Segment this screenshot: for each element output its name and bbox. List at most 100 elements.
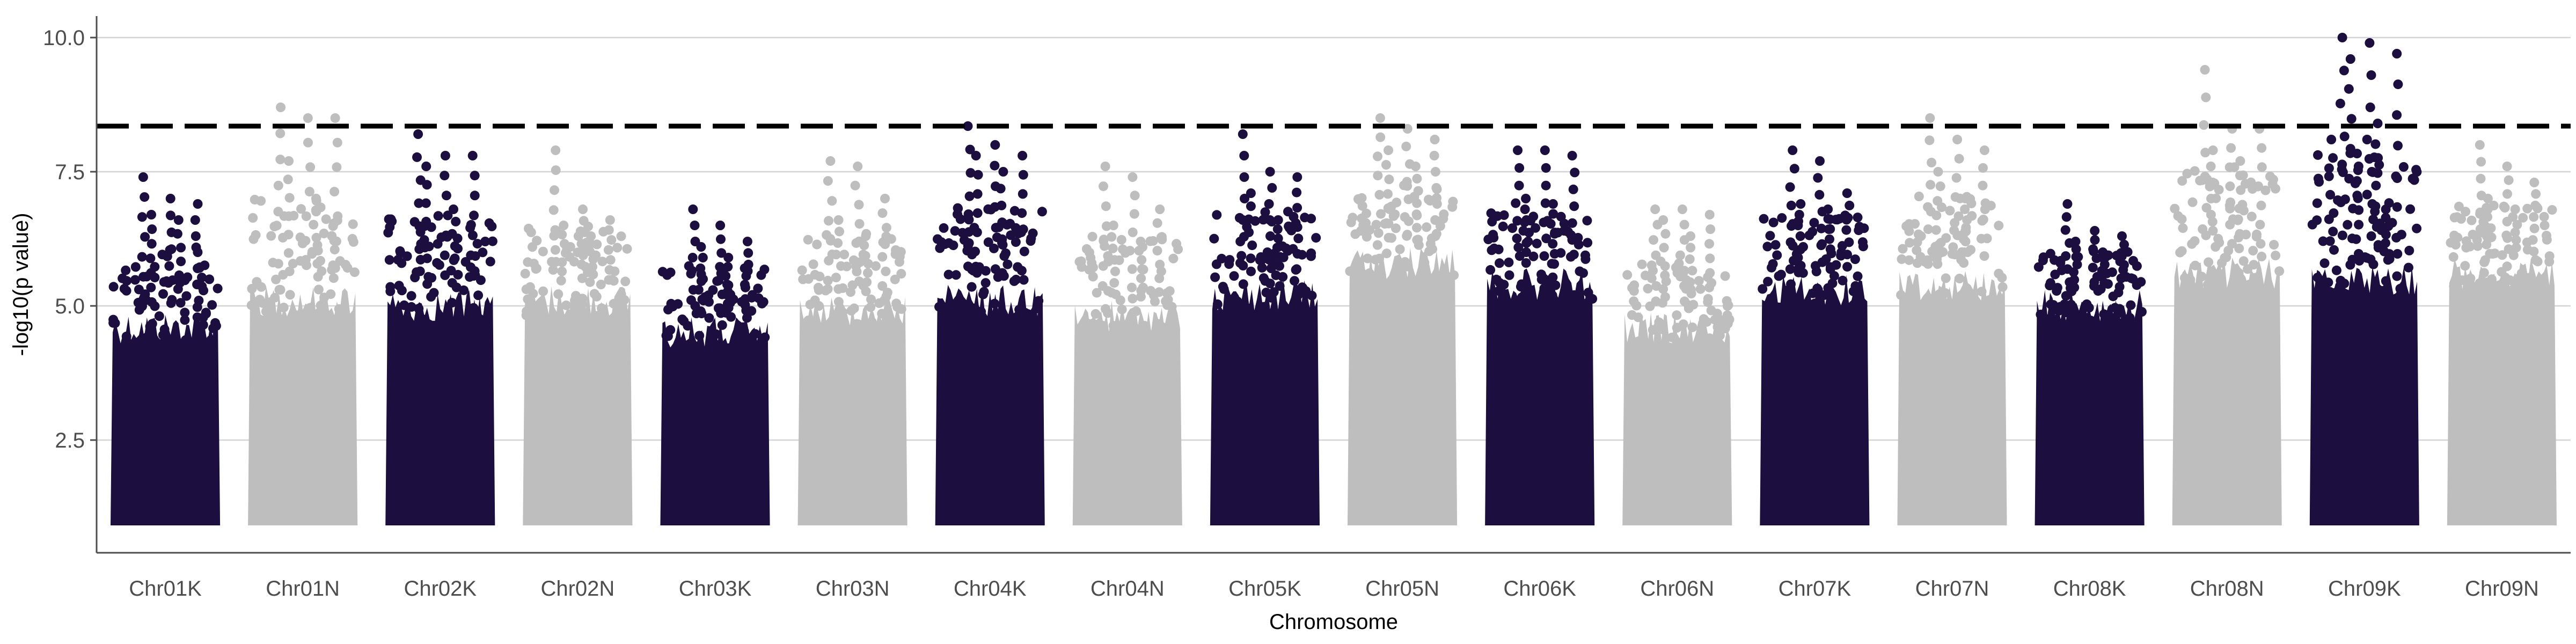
snp-point: [861, 286, 871, 296]
snp-point: [1559, 218, 1569, 229]
snp-point: [529, 259, 539, 269]
snp-point: [2472, 241, 2483, 251]
snp-peak-point: [723, 253, 734, 262]
snp-point: [747, 348, 757, 358]
snp-point: [2233, 214, 2243, 224]
snp-peak-point: [2475, 140, 2485, 150]
snp-point: [1712, 309, 1722, 319]
snp-point: [2325, 287, 2335, 297]
snp-point: [1111, 289, 1121, 299]
snp-peak-point: [2381, 204, 2391, 214]
snp-point: [2476, 157, 2486, 167]
snp-point: [870, 261, 881, 271]
snp-point: [1239, 172, 1249, 182]
snp-peak-point: [998, 167, 1008, 177]
snp-point: [1702, 317, 1712, 327]
snp-point: [1125, 246, 1135, 256]
snp-point: [1905, 238, 1915, 248]
snp-point: [1825, 214, 1835, 224]
snp-peak-point: [688, 204, 698, 214]
x-tick-label-Chr08N: Chr08N: [2190, 577, 2264, 601]
snp-point: [2069, 267, 2079, 277]
snp-point: [468, 310, 478, 320]
chromosome-Chr05K: [1209, 129, 1321, 525]
x-axis-title: Chromosome: [1269, 610, 1398, 634]
snp-point: [2510, 227, 2520, 237]
snp-point: [397, 258, 407, 268]
chromosome-Chr01K: [108, 172, 223, 525]
snp-point: [972, 208, 983, 218]
snp-point: [1972, 301, 1982, 311]
snp-point: [2190, 236, 2200, 246]
snp-point: [997, 217, 1007, 228]
snp-point: [1960, 204, 1970, 214]
x-tick-label-Chr02K: Chr02K: [404, 577, 477, 601]
snp-point: [668, 302, 678, 312]
snp-point: [1536, 269, 1546, 280]
snp-point: [305, 162, 316, 172]
snp-point: [579, 216, 589, 226]
snp-point: [1243, 214, 1254, 224]
snp-point: [2312, 198, 2322, 208]
snp-point: [1807, 226, 1818, 237]
snp-point: [1168, 253, 1179, 264]
snp-point: [1994, 221, 2004, 231]
snp-point: [1857, 237, 1868, 247]
snp-point: [1950, 192, 1960, 202]
snp-point: [1257, 262, 1267, 273]
snp-point: [1019, 246, 1029, 257]
snp-point: [814, 285, 824, 295]
snp-peak-point: [825, 156, 836, 166]
snp-point: [1116, 235, 1126, 245]
snp-point: [2379, 246, 2389, 257]
snp-point: [1247, 240, 1257, 251]
snp-point: [2202, 280, 2213, 290]
snp-point: [191, 231, 201, 241]
snp-point: [1002, 259, 1013, 269]
snp-point: [275, 155, 286, 165]
snp-point: [1373, 228, 1384, 238]
snp-point: [831, 273, 841, 283]
snp-point: [863, 268, 873, 278]
snp-point: [2454, 201, 2464, 211]
snp-point: [2497, 250, 2507, 260]
snp-point: [833, 297, 844, 307]
snp-point: [2235, 171, 2245, 181]
snp-point: [550, 185, 559, 195]
chromosome-Chr07N: [1896, 113, 2008, 525]
snp-point: [2182, 169, 2192, 179]
snp-point: [1229, 271, 1239, 281]
snp-point: [2404, 245, 2414, 255]
snp-point: [2446, 238, 2456, 248]
snp-point: [1162, 288, 1172, 298]
snp-point: [2453, 232, 2463, 243]
snp-point: [384, 214, 394, 224]
snp-point: [1634, 336, 1644, 346]
chromosome-Chr08N: [2170, 65, 2285, 525]
snp-point: [330, 187, 340, 197]
snp-peak-point: [2392, 49, 2402, 58]
snp-point: [960, 315, 970, 325]
snp-point: [1678, 319, 1688, 330]
snp-point: [2480, 221, 2490, 231]
snp-point: [741, 305, 751, 316]
snp-point: [1009, 276, 1019, 286]
snp-point: [1101, 201, 1111, 211]
snp-point: [588, 269, 598, 280]
snp-point: [2190, 166, 2200, 176]
snp-point: [1541, 163, 1551, 173]
snp-point: [2185, 275, 2196, 285]
snp-point: [332, 137, 342, 148]
snp-point: [851, 238, 861, 248]
snp-point: [1239, 151, 1249, 160]
snp-point: [1088, 262, 1098, 273]
snp-point: [2116, 248, 2126, 258]
snp-point: [399, 300, 409, 310]
snp-point: [1685, 254, 1695, 264]
snp-point: [1217, 253, 1227, 264]
snp-point: [538, 286, 548, 296]
snp-point: [1437, 270, 1447, 281]
snp-point: [692, 347, 702, 357]
snp-point: [1704, 239, 1714, 249]
snp-point: [1548, 239, 1558, 249]
